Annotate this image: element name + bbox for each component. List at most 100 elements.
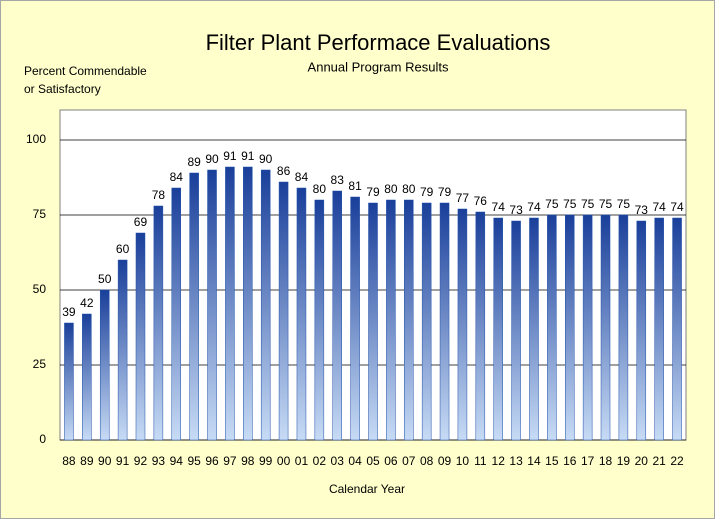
bar xyxy=(171,187,182,441)
bar xyxy=(457,208,468,441)
data-label: 80 xyxy=(384,182,398,196)
data-label: 91 xyxy=(241,149,255,163)
y-axis-label: or Satisfactory xyxy=(24,82,101,96)
data-label: 84 xyxy=(295,170,309,184)
bar xyxy=(350,196,360,441)
x-tick-label: 12 xyxy=(492,454,506,468)
data-label: 69 xyxy=(134,215,148,229)
data-label: 76 xyxy=(474,194,488,208)
x-tick-label: 01 xyxy=(295,454,309,468)
x-tick-label: 96 xyxy=(205,454,219,468)
bar xyxy=(439,202,450,441)
x-tick-label: 04 xyxy=(348,454,362,468)
x-tick-label: 06 xyxy=(384,454,398,468)
x-tick-label: 00 xyxy=(277,454,291,468)
data-label: 60 xyxy=(116,242,130,256)
bar xyxy=(189,172,199,441)
bar xyxy=(135,232,146,441)
bar xyxy=(260,169,271,441)
data-label: 77 xyxy=(456,191,470,205)
x-tick-label: 94 xyxy=(170,454,184,468)
data-label: 90 xyxy=(259,152,273,166)
data-label: 74 xyxy=(670,200,684,214)
data-label: 75 xyxy=(581,197,595,211)
y-tick-label: 25 xyxy=(33,357,47,371)
x-axis-label: Calendar Year xyxy=(329,482,405,496)
x-tick-label: 02 xyxy=(313,454,327,468)
data-label: 81 xyxy=(348,179,362,193)
x-tick-label: 20 xyxy=(635,454,649,468)
bar xyxy=(314,199,325,441)
data-label: 90 xyxy=(205,152,219,166)
bar xyxy=(82,313,92,441)
data-label: 83 xyxy=(331,173,345,187)
bar xyxy=(529,217,539,441)
data-label: 75 xyxy=(563,197,577,211)
bar xyxy=(654,217,664,441)
x-tick-label: 08 xyxy=(420,454,434,468)
x-tick-label: 88 xyxy=(62,454,76,468)
bar xyxy=(368,202,378,441)
data-label: 78 xyxy=(152,188,166,202)
bar xyxy=(243,166,253,441)
bar xyxy=(117,259,128,441)
x-tick-label: 91 xyxy=(116,454,130,468)
x-tick-label: 19 xyxy=(617,454,631,468)
x-tick-label: 11 xyxy=(474,454,487,468)
data-label: 80 xyxy=(313,182,327,196)
bar xyxy=(404,199,414,441)
bar xyxy=(600,214,611,441)
x-tick-label: 90 xyxy=(98,454,112,468)
bar xyxy=(278,181,289,441)
x-tick-label: 22 xyxy=(670,454,684,468)
x-tick-label: 05 xyxy=(366,454,380,468)
x-tick-label: 03 xyxy=(331,454,345,468)
x-tick-label: 98 xyxy=(241,454,255,468)
data-label: 91 xyxy=(223,149,237,163)
x-tick-label: 21 xyxy=(652,454,666,468)
data-label: 74 xyxy=(492,200,506,214)
data-label: 42 xyxy=(80,296,94,310)
x-tick-label: 15 xyxy=(545,454,559,468)
bar xyxy=(64,322,74,441)
data-label: 73 xyxy=(635,203,649,217)
bar xyxy=(672,217,682,441)
bar xyxy=(636,220,647,441)
x-tick-label: 89 xyxy=(80,454,94,468)
x-tick-label: 97 xyxy=(223,454,237,468)
chart-subtitle: Annual Program Results xyxy=(308,59,449,74)
bar xyxy=(564,214,575,441)
bar xyxy=(296,187,307,441)
bar xyxy=(582,214,593,441)
bar xyxy=(225,166,235,441)
data-label: 79 xyxy=(438,185,452,199)
x-tick-label: 95 xyxy=(187,454,201,468)
data-label: 74 xyxy=(652,200,666,214)
x-tick-label: 17 xyxy=(581,454,595,468)
x-tick-label: 10 xyxy=(456,454,470,468)
data-label: 50 xyxy=(98,272,112,286)
data-label: 80 xyxy=(402,182,416,196)
y-axis-label: Percent Commendable xyxy=(24,64,147,78)
bar xyxy=(386,199,396,441)
data-label: 84 xyxy=(170,170,184,184)
data-label: 89 xyxy=(187,155,201,169)
chart-title: Filter Plant Performace Evaluations xyxy=(206,30,551,55)
data-label: 75 xyxy=(599,197,613,211)
data-label: 75 xyxy=(545,197,559,211)
data-label: 75 xyxy=(617,197,631,211)
y-tick-label: 50 xyxy=(33,282,47,296)
bar xyxy=(332,190,342,441)
x-tick-label: 09 xyxy=(438,454,452,468)
data-label: 86 xyxy=(277,164,291,178)
bar xyxy=(99,289,110,441)
x-tick-label: 14 xyxy=(527,454,541,468)
x-tick-label: 93 xyxy=(152,454,166,468)
y-tick-label: 100 xyxy=(26,132,46,146)
x-tick-label: 07 xyxy=(402,454,416,468)
y-tick-label: 0 xyxy=(39,432,46,446)
bar xyxy=(493,217,503,441)
bar xyxy=(207,169,217,441)
bar xyxy=(475,211,486,441)
